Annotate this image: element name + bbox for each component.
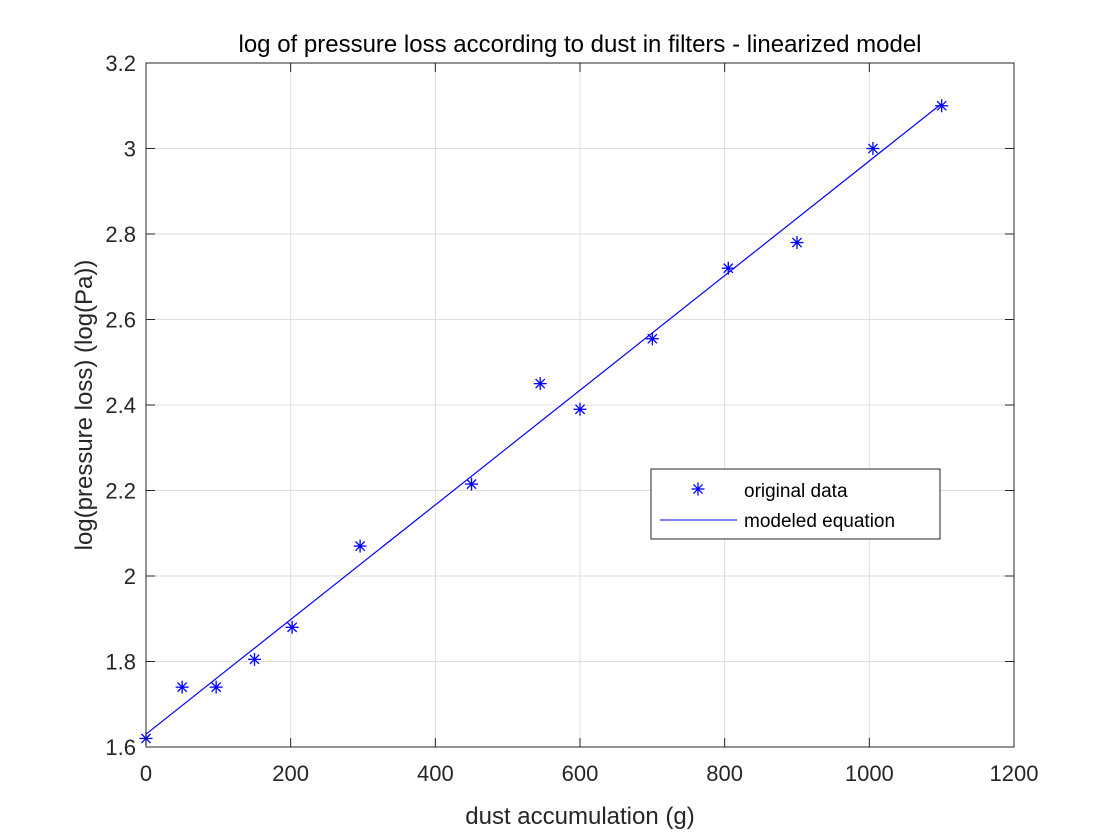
legend-label-modeled-equation: modeled equation xyxy=(744,511,895,532)
x-tick-label: 400 xyxy=(417,761,454,786)
data-point-marker xyxy=(645,332,659,346)
x-tick-label: 600 xyxy=(562,761,599,786)
x-tick-label: 1200 xyxy=(990,761,1039,786)
series-lines xyxy=(145,103,943,735)
y-tick-label: 3.2 xyxy=(105,51,136,76)
data-point-marker xyxy=(353,539,367,553)
legend-box xyxy=(650,468,941,540)
series-markers xyxy=(139,99,949,745)
data-point-marker xyxy=(209,680,223,694)
data-point-marker xyxy=(465,477,478,491)
chart-title: log of pressure loss according to dust i… xyxy=(239,31,922,58)
data-point-marker xyxy=(790,236,804,250)
data-point-marker xyxy=(573,402,587,416)
series-line-modeled-equation xyxy=(145,103,943,735)
legend: original data modeled equation xyxy=(650,468,941,540)
data-point-marker xyxy=(175,680,189,694)
x-tick-label: 200 xyxy=(272,761,309,786)
y-tick-label: 3 xyxy=(124,137,136,162)
y-tick-label: 2.2 xyxy=(105,479,136,504)
y-tick-label: 1.8 xyxy=(105,650,136,675)
legend-label-original-data: original data xyxy=(744,481,848,502)
data-point-marker xyxy=(935,99,949,113)
data-point-marker xyxy=(533,377,547,391)
y-tick-label: 2.4 xyxy=(105,393,136,418)
tick-labels: 0 200 400 600 800 1000 1200 1.6 1.8 2 2.2 2.4 2.6 2.8… xyxy=(105,51,1038,786)
x-tick-label: 1000 xyxy=(845,761,894,786)
data-point-marker xyxy=(721,261,735,275)
y-tick-label: 2 xyxy=(124,564,136,589)
y-tick-label: 2.8 xyxy=(105,222,136,247)
x-axis-label: dust accumulation (g) xyxy=(465,803,694,830)
data-point-marker xyxy=(285,620,299,634)
data-point-marker xyxy=(248,652,261,666)
legend-marker-original-data xyxy=(691,482,705,496)
legend-asterisk-icon xyxy=(691,482,705,496)
y-axis-label: log(pressure loss) (log(Pa)) xyxy=(71,260,98,551)
x-tick-label: 0 xyxy=(140,761,152,786)
axis-ticks xyxy=(145,62,1015,748)
data-point-marker xyxy=(866,142,880,155)
y-tick-label: 1.6 xyxy=(105,735,136,760)
x-tick-label: 800 xyxy=(706,761,743,786)
y-tick-label: 2.6 xyxy=(105,308,136,333)
